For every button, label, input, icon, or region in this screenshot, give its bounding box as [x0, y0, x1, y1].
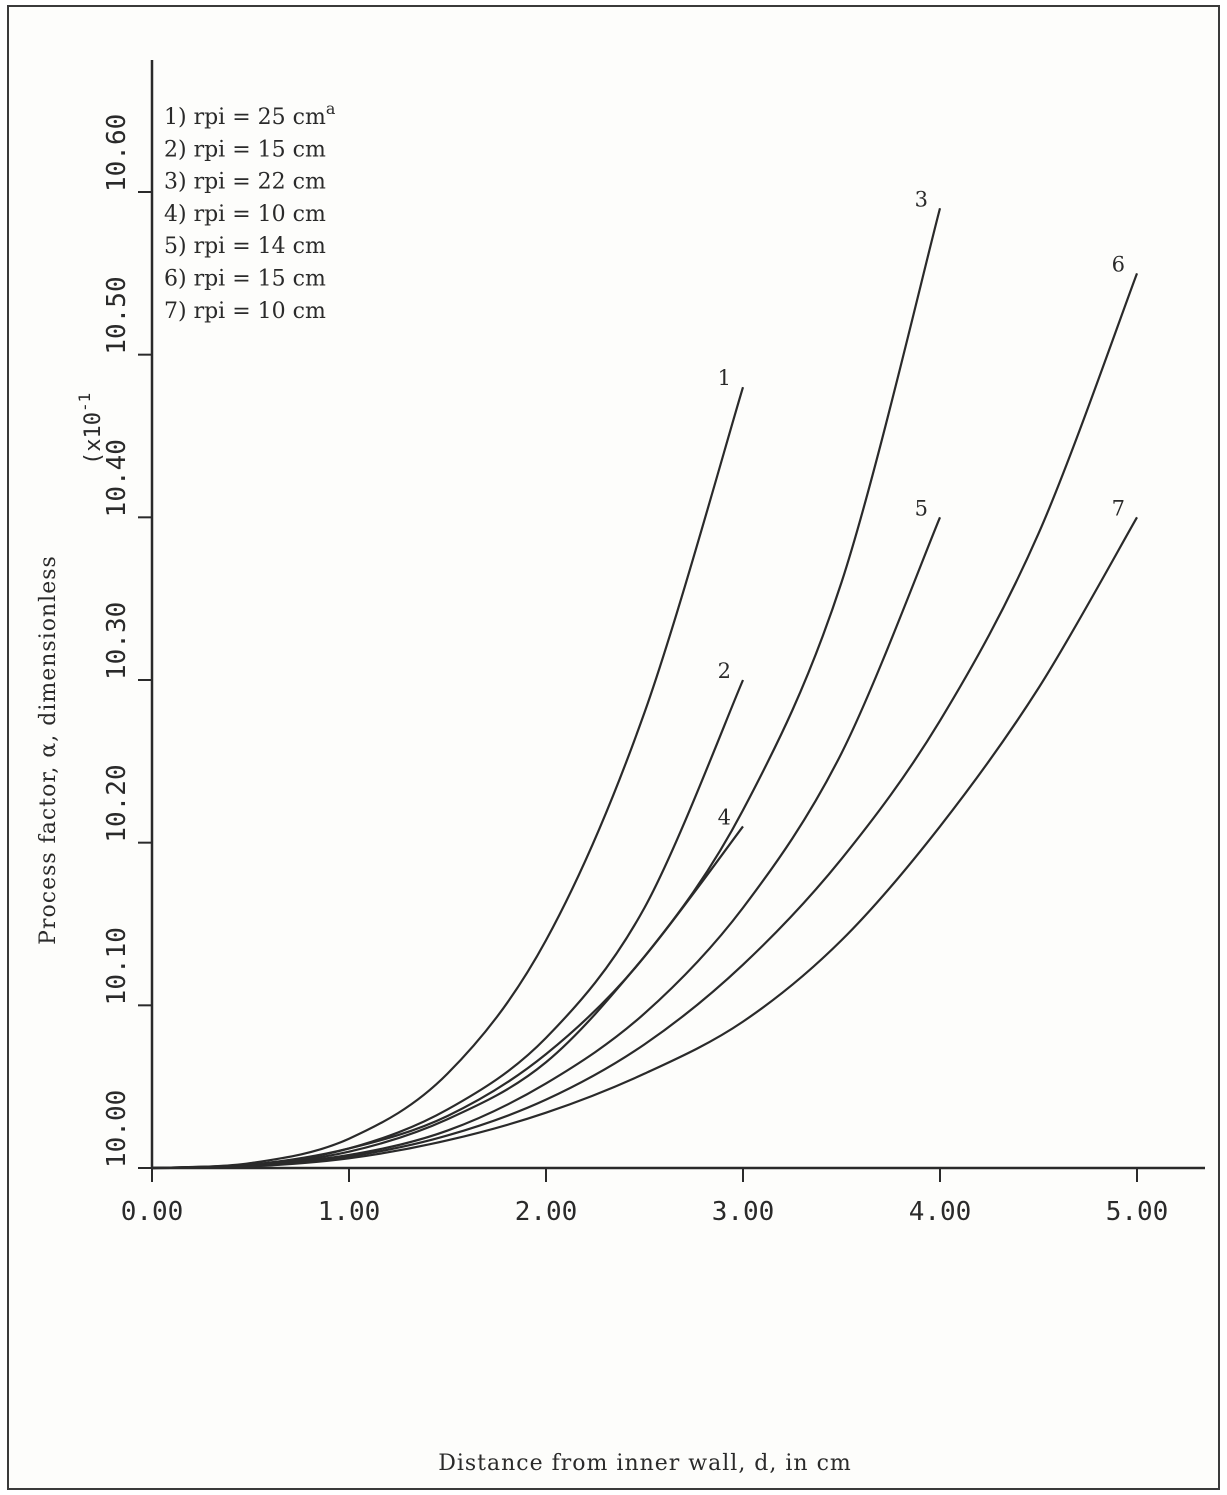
curve-7: [151, 516, 1138, 1170]
y-axis-label: Process factor, α, dimensionless: [36, 555, 61, 945]
x-tick-label: 4.00: [909, 1197, 972, 1227]
curve-label-1: 1: [718, 366, 731, 390]
legend: 1) rpi = 25 cma 2) rpi = 15 cm 3) rpi = 22…: [164, 99, 336, 324]
legend-entry: 5) rpi = 14 cm: [164, 234, 326, 259]
chart-frame: [7, 5, 1220, 1490]
y-tick-label: 10.10: [102, 927, 132, 1005]
curve-labels: 1 2 3 4 5 6 7: [718, 187, 1125, 829]
legend-entry: 7) rpi = 10 cm: [164, 299, 326, 324]
legend-entry: 4) rpi = 10 cm: [164, 202, 326, 227]
x-tick-label: 5.00: [1106, 1197, 1169, 1227]
curve-6: [151, 272, 1139, 1170]
y-multiplier-base: (x10: [81, 412, 106, 465]
curve-2: [151, 679, 745, 1170]
y-multiplier-exponent: -1: [75, 393, 94, 412]
curve-label-3: 3: [915, 187, 928, 211]
curve-label-5: 5: [915, 496, 928, 520]
curve-label-4: 4: [718, 805, 731, 829]
y-tick-label: 10.50: [102, 276, 132, 354]
curves: [151, 207, 1139, 1170]
axes: 0.00 1.00 2.00 3.00 4.00 5.00 10.00 10.10 10.20 1…: [102, 60, 1205, 1227]
y-multiplier-label: (x10-1: [75, 393, 106, 465]
y-tick-label: 10.00: [102, 1090, 132, 1168]
legend-entry: 1) rpi = 25 cma: [164, 99, 336, 130]
y-tick-label: 10.30: [102, 602, 132, 680]
curve-label-2: 2: [718, 659, 731, 683]
x-tick-label: 3.00: [712, 1197, 775, 1227]
x-axis-label: Distance from inner wall, d, in cm: [438, 1451, 852, 1476]
legend-entry: 6) rpi = 15 cm: [164, 267, 326, 292]
y-tick-label: 10.40: [102, 439, 132, 517]
legend-entry: 3) rpi = 22 cm: [164, 170, 326, 195]
curve-label-7: 7: [1112, 496, 1125, 520]
x-tick-label: 0.00: [121, 1197, 184, 1227]
curve-3: [151, 207, 942, 1170]
curve-label-6: 6: [1112, 252, 1125, 276]
y-tick-label: 10.60: [102, 114, 132, 192]
x-tick-label: 2.00: [515, 1197, 578, 1227]
x-tick-label: 1.00: [318, 1197, 381, 1227]
y-tick-label: 10.20: [102, 764, 132, 842]
curve-5: [151, 516, 942, 1170]
curve-1: [151, 386, 745, 1170]
legend-entry: 2) rpi = 15 cm: [164, 137, 326, 162]
